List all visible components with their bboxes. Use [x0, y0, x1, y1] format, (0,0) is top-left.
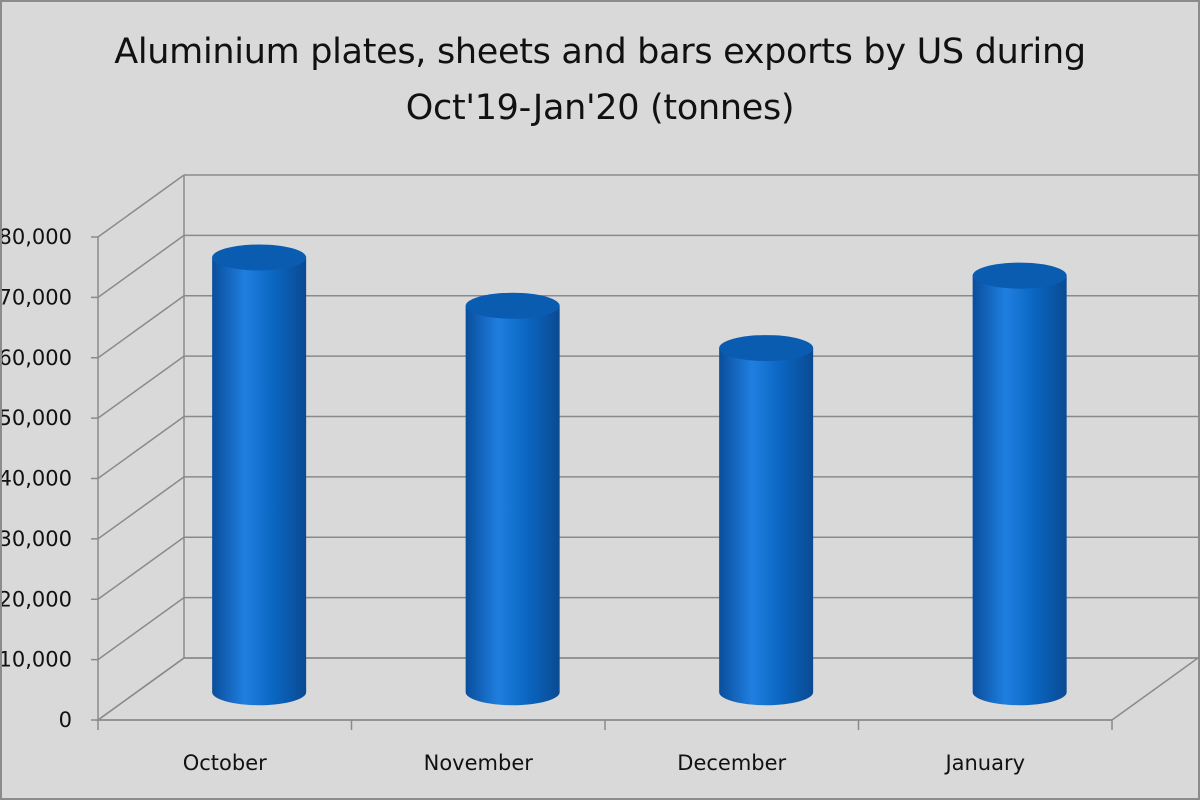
y-tick-label: 50,000	[2, 406, 72, 430]
label-layer: 0 10,000 20,000 30,000 40,000 50,000 60,000 70,…	[2, 225, 1025, 775]
bar-top	[972, 262, 1067, 289]
x-category-label: October	[183, 751, 267, 775]
bar-november	[465, 292, 560, 706]
side-gridline	[97, 597, 185, 661]
bar-january	[972, 262, 1067, 706]
y-tick-label: 80,000	[2, 225, 72, 249]
x-category-label: November	[424, 751, 534, 775]
bar-body	[212, 257, 307, 706]
bar-body	[465, 305, 560, 706]
side-gridline	[97, 536, 185, 600]
y-tick-label: 30,000	[2, 527, 72, 551]
bar-layer	[212, 244, 1067, 706]
x-category-label: December	[677, 751, 786, 775]
x-category-label: January	[943, 751, 1025, 775]
side-gridline	[97, 234, 185, 298]
y-tick-label: 70,000	[2, 285, 72, 309]
chart-title-line-2: Oct'19-Jan'20 (tonnes)	[405, 88, 795, 128]
bar-body	[972, 275, 1067, 706]
side-gridline	[97, 415, 185, 480]
bar-october	[212, 244, 307, 706]
side-gridline	[97, 174, 185, 238]
bar-body	[719, 348, 814, 706]
y-tick-label: 40,000	[2, 467, 72, 491]
side-gridline	[97, 657, 185, 721]
y-tick-label: 60,000	[2, 346, 72, 370]
chart-title-line-1: Aluminium plates, sheets and bars export…	[114, 32, 1086, 72]
side-gridline	[97, 355, 185, 419]
side-gridline	[97, 295, 185, 359]
chart-title: Aluminium plates, sheets and bars export…	[2, 24, 1198, 136]
y-tick-label: 0	[59, 708, 72, 732]
y-tick-label: 20,000	[2, 587, 72, 611]
y-tick-label: 10,000	[2, 648, 72, 672]
bar-top	[719, 335, 814, 362]
bar-top	[212, 244, 307, 271]
side-gridline	[97, 476, 185, 540]
bar-top	[465, 292, 560, 319]
bar-december	[719, 335, 814, 706]
